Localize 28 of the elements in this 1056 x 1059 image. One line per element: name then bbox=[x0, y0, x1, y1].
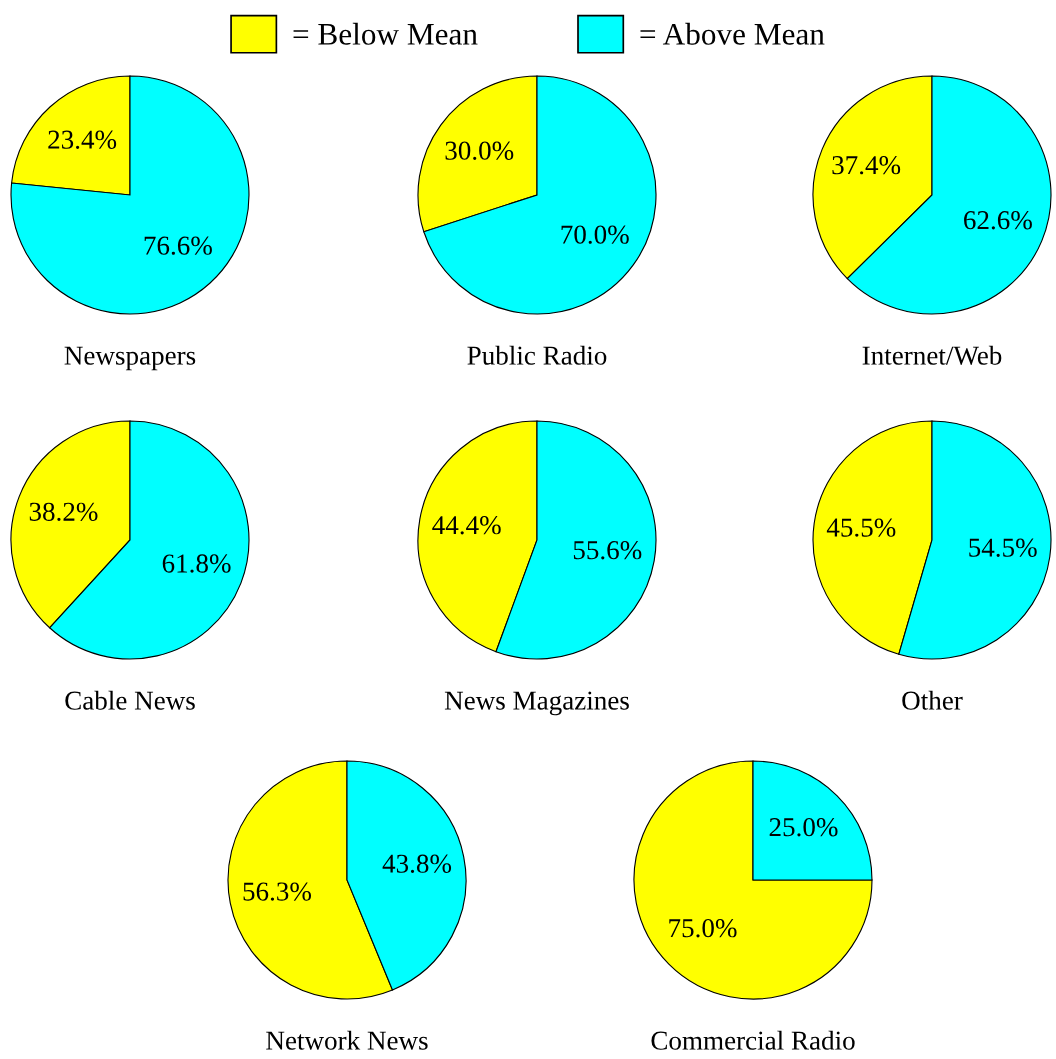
data-label: 54.5% bbox=[969, 538, 1037, 557]
data-label: 43.8% bbox=[382, 854, 452, 873]
data-label: 61.8% bbox=[162, 554, 231, 573]
data-label: 75.0% bbox=[669, 918, 737, 938]
data-label: 30.0% bbox=[445, 141, 514, 160]
text: Cable News bbox=[65, 690, 195, 710]
data-label: 70.0% bbox=[561, 225, 629, 244]
data-label: 25.0% bbox=[769, 818, 838, 837]
pie-slice bbox=[633, 760, 873, 1000]
data-label: 55.6% bbox=[573, 541, 642, 560]
data-label: 37.4% bbox=[832, 155, 901, 175]
text: News Magazines bbox=[444, 691, 629, 716]
data-label: 23.4% bbox=[48, 130, 117, 149]
text: Public Radio bbox=[467, 345, 607, 365]
pie-slice bbox=[10, 75, 250, 315]
legend-label: = Above Mean bbox=[640, 22, 825, 45]
data-label: 38.2% bbox=[29, 502, 98, 522]
text: Network News bbox=[266, 1030, 428, 1050]
text: Newspapers bbox=[64, 346, 196, 371]
legend-label: = Below Mean bbox=[293, 22, 478, 45]
text: Commercial Radio bbox=[651, 1030, 855, 1050]
data-label: 44.4% bbox=[432, 516, 501, 535]
data-label: 62.6% bbox=[964, 211, 1032, 230]
text: Internet/Web bbox=[862, 345, 1002, 365]
data-label: 76.6% bbox=[144, 236, 212, 255]
data-label: 45.5% bbox=[826, 518, 896, 537]
data-label: 56.3% bbox=[243, 882, 312, 901]
text: Other bbox=[902, 690, 963, 710]
